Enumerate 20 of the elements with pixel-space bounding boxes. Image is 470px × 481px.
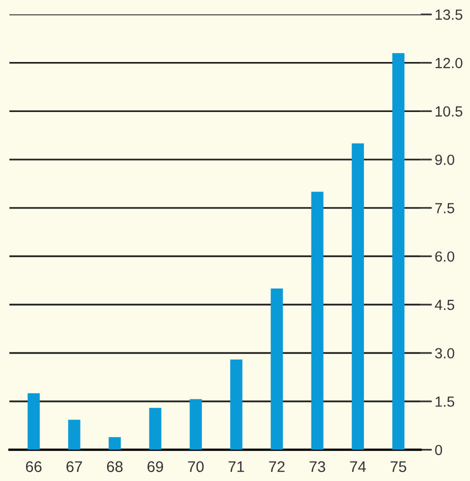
x-tick-label: 74 <box>350 461 366 472</box>
y-tick-label: 10.5 <box>436 106 462 117</box>
x-tick-label: 67 <box>66 461 82 472</box>
y-tick-label: 1.5 <box>436 396 454 407</box>
x-tick-label: 68 <box>107 461 123 472</box>
y-tick-label: 13.5 <box>436 10 462 20</box>
y-tick-label: 6.0 <box>435 251 454 262</box>
y-tick-label: 0 <box>435 444 442 456</box>
y-tick-label: 4.5 <box>434 300 454 310</box>
y-tick-label: 12.0 <box>436 58 462 68</box>
y-tick-label: 3.0 <box>435 348 454 358</box>
y-tick-label: 9.0 <box>435 154 454 165</box>
x-tick-label: 70 <box>188 461 204 472</box>
y-tick-label: 7.5 <box>435 203 454 214</box>
x-tick-label: 73 <box>310 461 326 472</box>
x-tick-label: 66 <box>26 461 42 472</box>
x-tick-label: 72 <box>269 461 285 472</box>
x-tick-label: 69 <box>148 461 164 472</box>
x-tick-label: 71 <box>228 461 244 472</box>
x-tick-label: 75 <box>390 461 406 472</box>
